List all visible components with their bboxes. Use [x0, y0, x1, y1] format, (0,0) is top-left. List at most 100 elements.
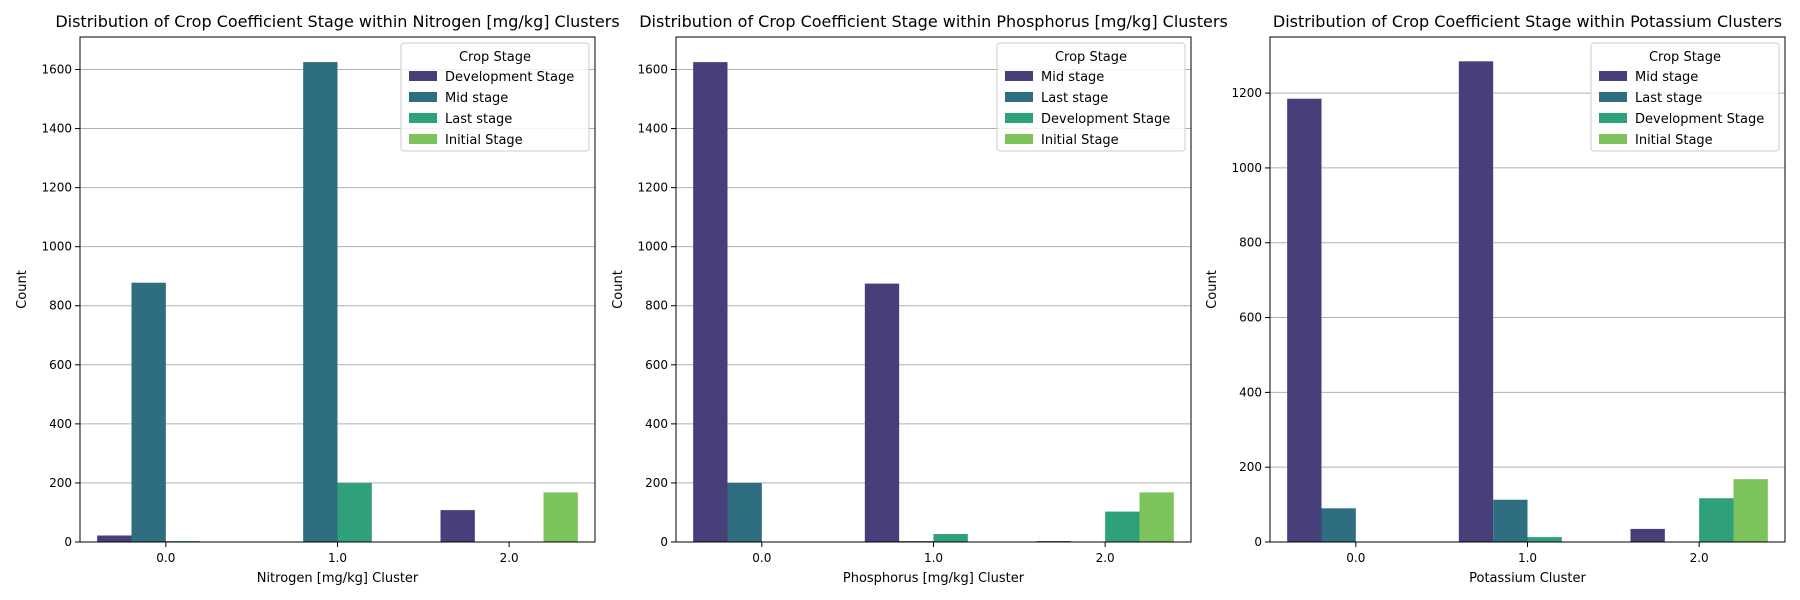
y-tick-label: 1400	[41, 122, 72, 136]
y-tick-label: 800	[645, 299, 668, 313]
legend-label: Mid stage	[1041, 70, 1104, 85]
legend-title: Crop Stage	[1649, 50, 1721, 65]
bar-initial-stage-2	[1733, 479, 1768, 542]
axes-frame	[1269, 36, 1786, 543]
y-axis-label: Count	[611, 270, 626, 309]
chart-title: Distribution of Crop Coefficient Stage w…	[639, 12, 1228, 31]
y-tick-label: 400	[1239, 385, 1262, 399]
legend-label: Last stage	[1635, 91, 1702, 106]
y-tick-label: 600	[49, 358, 72, 372]
x-tick-label: 1.0	[1518, 551, 1537, 565]
bar-mid-stage-1	[303, 62, 338, 542]
legend-swatch	[409, 134, 437, 144]
legend-swatch	[1005, 71, 1033, 81]
bar-mid-stage-0	[693, 62, 728, 542]
legend-title: Crop Stage	[459, 50, 531, 65]
chart-panel-3: 0 200 400 600 800 1000 1200 0.0 1.0 2.0 Distributi…	[1205, 12, 1786, 586]
legend-swatch	[1005, 134, 1033, 144]
y-tick-label: 200	[49, 476, 72, 490]
legend-label: Mid stage	[1635, 70, 1698, 85]
x-tick-label: 0.0	[1346, 551, 1365, 565]
chart-title: Distribution of Crop Coefficient Stage w…	[1273, 12, 1782, 31]
y-tick-label: 1600	[41, 62, 72, 76]
bar-last-stage-0	[727, 482, 762, 542]
bar-mid-stage-0	[1287, 98, 1322, 542]
y-tick-label: 200	[645, 476, 668, 490]
x-axis-label: Potassium Cluster	[1469, 571, 1586, 586]
y-tick-label: 0	[64, 535, 72, 549]
legend-swatch	[1599, 71, 1627, 81]
legend-swatch	[1005, 113, 1033, 123]
x-tick-label: 2.0	[500, 551, 519, 565]
bar-development-stage-2	[440, 510, 475, 542]
bar-mid-stage-1	[1458, 61, 1494, 542]
x-tick-label: 0.0	[752, 551, 771, 565]
legend-swatch	[1005, 92, 1033, 102]
legend-label: Initial Stage	[1041, 133, 1119, 148]
y-tick-label: 800	[1239, 236, 1262, 250]
axes-frame	[79, 36, 596, 543]
chart-title: Distribution of Crop Coefficient Stage w…	[55, 12, 619, 31]
legend: Crop Stage Mid stage Last stage Development…	[996, 42, 1186, 152]
y-tick-label: 600	[1239, 311, 1262, 325]
legend-label: Development Stage	[1041, 112, 1170, 127]
legend-swatch	[1599, 92, 1627, 102]
legend-title: Crop Stage	[1055, 50, 1127, 65]
bar-initial-stage-2	[1139, 492, 1174, 542]
legend: Crop Stage Development Stage Mid stage Last…	[400, 42, 590, 152]
y-tick-label: 0	[1254, 535, 1262, 549]
bar-last-stage-1	[1493, 499, 1528, 542]
legend-swatch	[409, 71, 437, 81]
legend-label: Initial Stage	[1635, 133, 1713, 148]
bar-development-stage-0	[97, 535, 132, 542]
bar-initial-stage-2	[543, 492, 578, 542]
bar-mid-stage-1	[864, 283, 900, 542]
legend-swatch	[409, 92, 437, 102]
legend-label: Initial Stage	[445, 133, 523, 148]
x-axis-label: Phosphorus [mg/kg] Cluster	[843, 571, 1025, 586]
x-tick-label: 0.0	[156, 551, 175, 565]
y-tick-label: 1200	[41, 181, 72, 195]
y-tick-label: 1000	[41, 240, 72, 254]
legend-label: Development Stage	[1635, 112, 1764, 127]
y-tick-label: 400	[645, 417, 668, 431]
y-tick-label: 400	[49, 417, 72, 431]
y-tick-label: 1400	[637, 122, 668, 136]
x-axis-label: Nitrogen [mg/kg] Cluster	[257, 571, 419, 586]
y-tick-label: 1200	[1231, 86, 1262, 100]
axes-frame	[675, 36, 1192, 543]
legend: Crop Stage Mid stage Last stage Development…	[1590, 42, 1780, 152]
bar-mid-stage-2	[1630, 528, 1665, 542]
legend-label: Last stage	[1041, 91, 1108, 106]
x-tick-label: 1.0	[924, 551, 943, 565]
legend-box	[400, 42, 590, 152]
x-tick-label: 2.0	[1690, 551, 1709, 565]
legend-box	[1590, 42, 1780, 152]
x-tick-label: 2.0	[1096, 551, 1115, 565]
bar-last-stage-0	[1321, 508, 1356, 542]
legend-label: Mid stage	[445, 91, 508, 106]
bar-development-stage-1	[933, 534, 968, 542]
chart-panel-2: 0 200 400 600 800 1000 1200 1400 1600 0.0 1.0 2.0 Di…	[611, 12, 1228, 586]
x-tick-label: 1.0	[328, 551, 347, 565]
bar-mid-stage-0	[131, 282, 166, 542]
legend-swatch	[1599, 113, 1627, 123]
legend-label: Last stage	[445, 112, 512, 127]
legend-box	[996, 42, 1186, 152]
bar-development-stage-2	[1105, 511, 1140, 542]
y-axis-label: Count	[15, 270, 30, 309]
bar-last-stage-1	[337, 482, 372, 542]
y-tick-label: 1000	[1231, 161, 1262, 175]
y-tick-label: 600	[645, 358, 668, 372]
legend-swatch	[409, 113, 437, 123]
bar-development-stage-1	[1527, 537, 1562, 542]
legend-swatch	[1599, 134, 1627, 144]
y-axis-label: Count	[1205, 270, 1220, 309]
chart-panel-1: 0 200 400 600 800 1000 1200 1400 1600 0.0 1.0 2.0 Di…	[15, 12, 620, 586]
legend-label: Development Stage	[445, 70, 574, 85]
y-tick-label: 1000	[637, 240, 668, 254]
y-tick-label: 1600	[637, 62, 668, 76]
y-tick-label: 1200	[637, 181, 668, 195]
y-tick-label: 0	[660, 535, 668, 549]
